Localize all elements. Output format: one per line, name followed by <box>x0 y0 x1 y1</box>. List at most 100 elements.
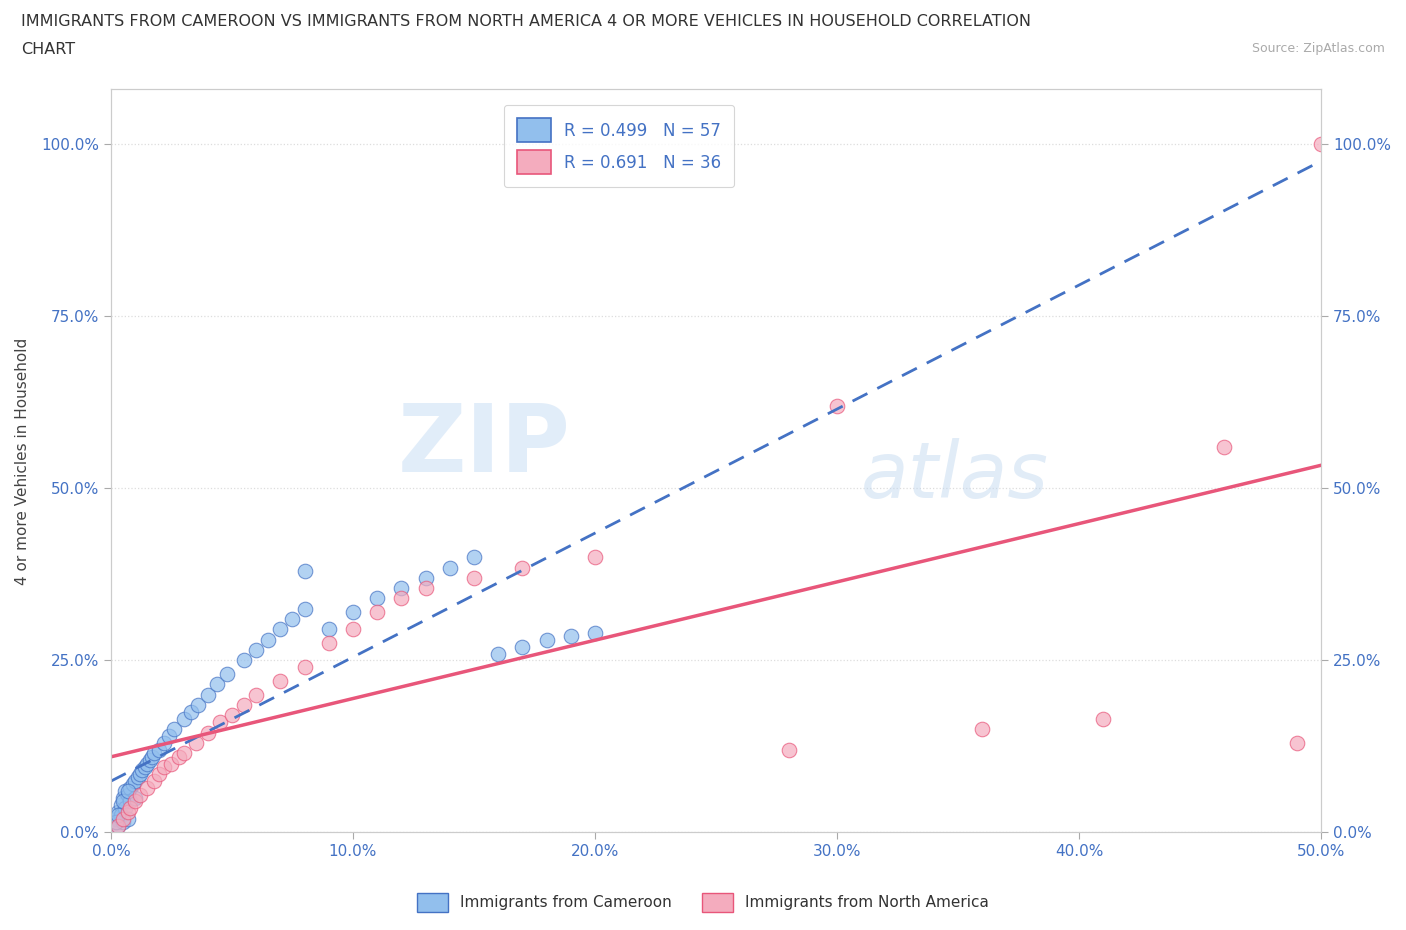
Point <box>167 750 190 764</box>
Point <box>110 808 132 823</box>
Point <box>269 622 291 637</box>
Point <box>120 801 142 816</box>
Point <box>583 626 606 641</box>
Point <box>389 580 412 595</box>
Point <box>366 591 388 606</box>
Point <box>389 591 412 606</box>
Text: atlas: atlas <box>862 438 1049 513</box>
Point <box>173 746 195 761</box>
Point <box>120 780 142 795</box>
Legend: R = 0.499   N = 57, R = 0.691   N = 36: R = 0.499 N = 57, R = 0.691 N = 36 <box>503 105 734 187</box>
Point <box>560 629 582 644</box>
Point <box>160 756 183 771</box>
Point <box>104 815 127 830</box>
Text: IMMIGRANTS FROM CAMEROON VS IMMIGRANTS FROM NORTH AMERICA 4 OR MORE VEHICLES IN : IMMIGRANTS FROM CAMEROON VS IMMIGRANTS F… <box>21 14 1031 29</box>
Point <box>257 632 280 647</box>
Point <box>173 711 195 726</box>
Point <box>233 698 256 712</box>
Point <box>124 794 146 809</box>
Point <box>415 580 437 595</box>
Point <box>245 687 267 702</box>
Point <box>107 818 129 833</box>
Point <box>127 770 149 785</box>
Point <box>111 790 134 805</box>
Point <box>1285 736 1308 751</box>
Point <box>825 398 848 413</box>
Point <box>294 660 316 675</box>
Point <box>143 746 166 761</box>
Point <box>129 766 152 781</box>
Point <box>114 801 136 816</box>
Legend: Immigrants from Cameroon, Immigrants from North America: Immigrants from Cameroon, Immigrants fro… <box>411 887 995 918</box>
Point <box>107 808 129 823</box>
Point <box>104 811 127 826</box>
Point <box>583 550 606 565</box>
Point <box>117 811 139 826</box>
Point <box>197 687 219 702</box>
Point <box>281 612 304 627</box>
Point <box>148 766 170 781</box>
Point <box>294 564 316 578</box>
Point <box>124 790 146 805</box>
Point <box>208 715 231 730</box>
Point <box>972 722 994 737</box>
Point <box>120 794 142 809</box>
Point <box>1310 137 1333 152</box>
Point <box>778 742 800 757</box>
Point <box>114 784 136 799</box>
Point <box>221 708 243 723</box>
Point <box>217 667 239 682</box>
Point <box>245 643 267 658</box>
Point <box>366 604 388 619</box>
Point <box>121 777 143 791</box>
Point <box>117 804 139 819</box>
Point <box>415 570 437 585</box>
Point <box>117 787 139 802</box>
Point <box>141 750 163 764</box>
Point <box>153 760 176 775</box>
Point <box>1092 711 1115 726</box>
Point <box>138 752 160 767</box>
Point <box>157 728 180 743</box>
Point <box>117 784 139 799</box>
Point <box>111 815 134 830</box>
Point <box>124 774 146 789</box>
Text: CHART: CHART <box>21 42 75 57</box>
Point <box>512 639 534 654</box>
Point <box>180 705 202 720</box>
Point <box>163 722 186 737</box>
Point <box>136 756 159 771</box>
Point <box>197 725 219 740</box>
Y-axis label: 4 or more Vehicles in Household: 4 or more Vehicles in Household <box>15 338 30 585</box>
Point <box>110 797 132 812</box>
Point <box>107 804 129 819</box>
Point <box>1213 440 1236 455</box>
Point <box>148 742 170 757</box>
Point <box>153 736 176 751</box>
Point <box>207 677 229 692</box>
Point <box>143 774 166 789</box>
Point <box>318 622 340 637</box>
Text: Source: ZipAtlas.com: Source: ZipAtlas.com <box>1251 42 1385 55</box>
Point <box>129 787 152 802</box>
Point <box>463 550 485 565</box>
Point <box>134 760 156 775</box>
Point <box>342 604 364 619</box>
Point <box>269 673 291 688</box>
Point <box>136 780 159 795</box>
Point <box>486 646 509 661</box>
Point <box>187 698 209 712</box>
Text: ZIP: ZIP <box>398 400 571 492</box>
Point <box>111 794 134 809</box>
Point <box>439 560 461 575</box>
Point <box>512 560 534 575</box>
Point <box>233 653 256 668</box>
Point <box>107 818 129 833</box>
Point <box>131 763 153 777</box>
Point <box>463 570 485 585</box>
Point <box>342 622 364 637</box>
Point <box>294 602 316 617</box>
Point <box>111 811 134 826</box>
Point <box>536 632 558 647</box>
Point <box>318 636 340 651</box>
